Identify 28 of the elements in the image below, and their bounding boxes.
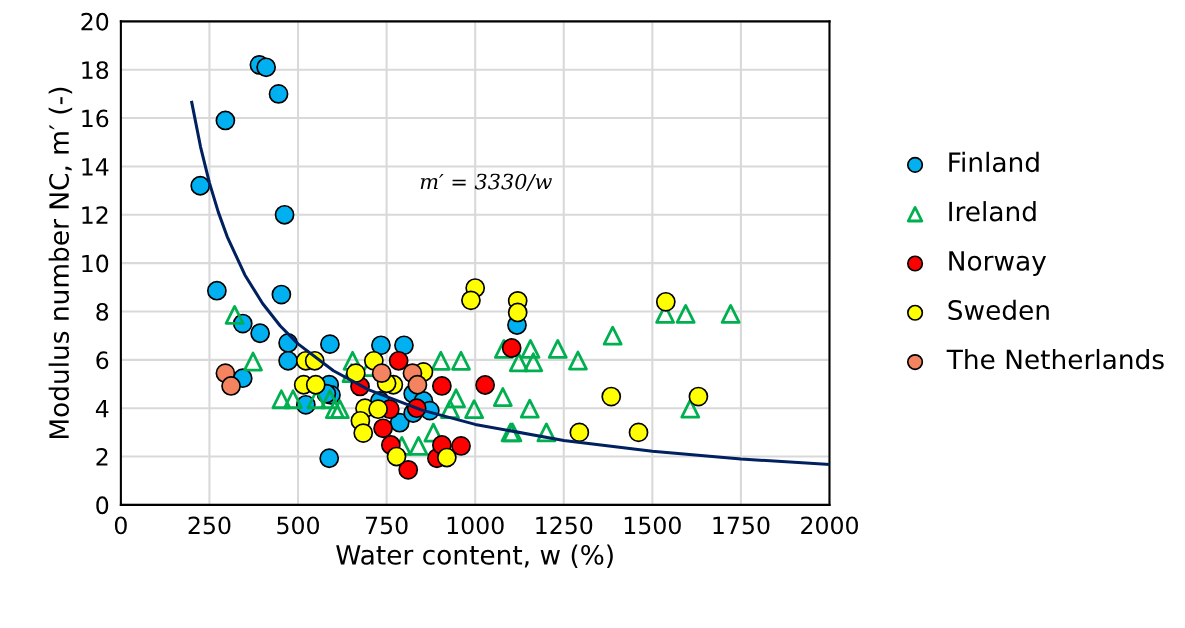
- y-axis-title: Modulus number NC, m′ (-): [48, 87, 73, 439]
- y-tick-label: 10: [82, 254, 109, 273]
- x-tick-label: 0: [114, 516, 127, 535]
- legend-label: Sweden: [948, 299, 1049, 321]
- legend-label: Norway: [949, 251, 1047, 276]
- legend-label: Finland: [949, 151, 1039, 173]
- y-tick-label: 6: [96, 351, 109, 370]
- y-tick-label: 0: [96, 496, 109, 515]
- y-tick-label: 12: [82, 206, 108, 224]
- y-tick-label: 16: [82, 109, 109, 128]
- y-tick-label: 20: [81, 12, 109, 31]
- x-tick-label: 1250: [536, 516, 593, 535]
- y-tick-label: 18: [82, 61, 109, 80]
- x-tick-label: 500: [277, 516, 319, 535]
- y-tick-label: 2: [96, 448, 108, 466]
- x-tick-label: 750: [366, 516, 408, 535]
- x-axis-title: Water content, w (%): [336, 544, 613, 568]
- annotation: m′ = 3330/w: [420, 173, 552, 192]
- x-tick-label: 2000: [801, 516, 858, 535]
- legend-label: The Netherlands: [946, 348, 1164, 370]
- x-tick-label: 1500: [624, 516, 681, 535]
- x-tick-label: 1750: [713, 516, 770, 535]
- x-tick-label: 250: [188, 516, 231, 535]
- legend-label: Ireland: [949, 201, 1036, 222]
- y-tick-label: 8: [96, 302, 109, 321]
- y-tick-label: 14: [82, 158, 109, 176]
- x-tick-label: 1000: [447, 516, 504, 535]
- y-tick-label: 4: [95, 399, 109, 418]
